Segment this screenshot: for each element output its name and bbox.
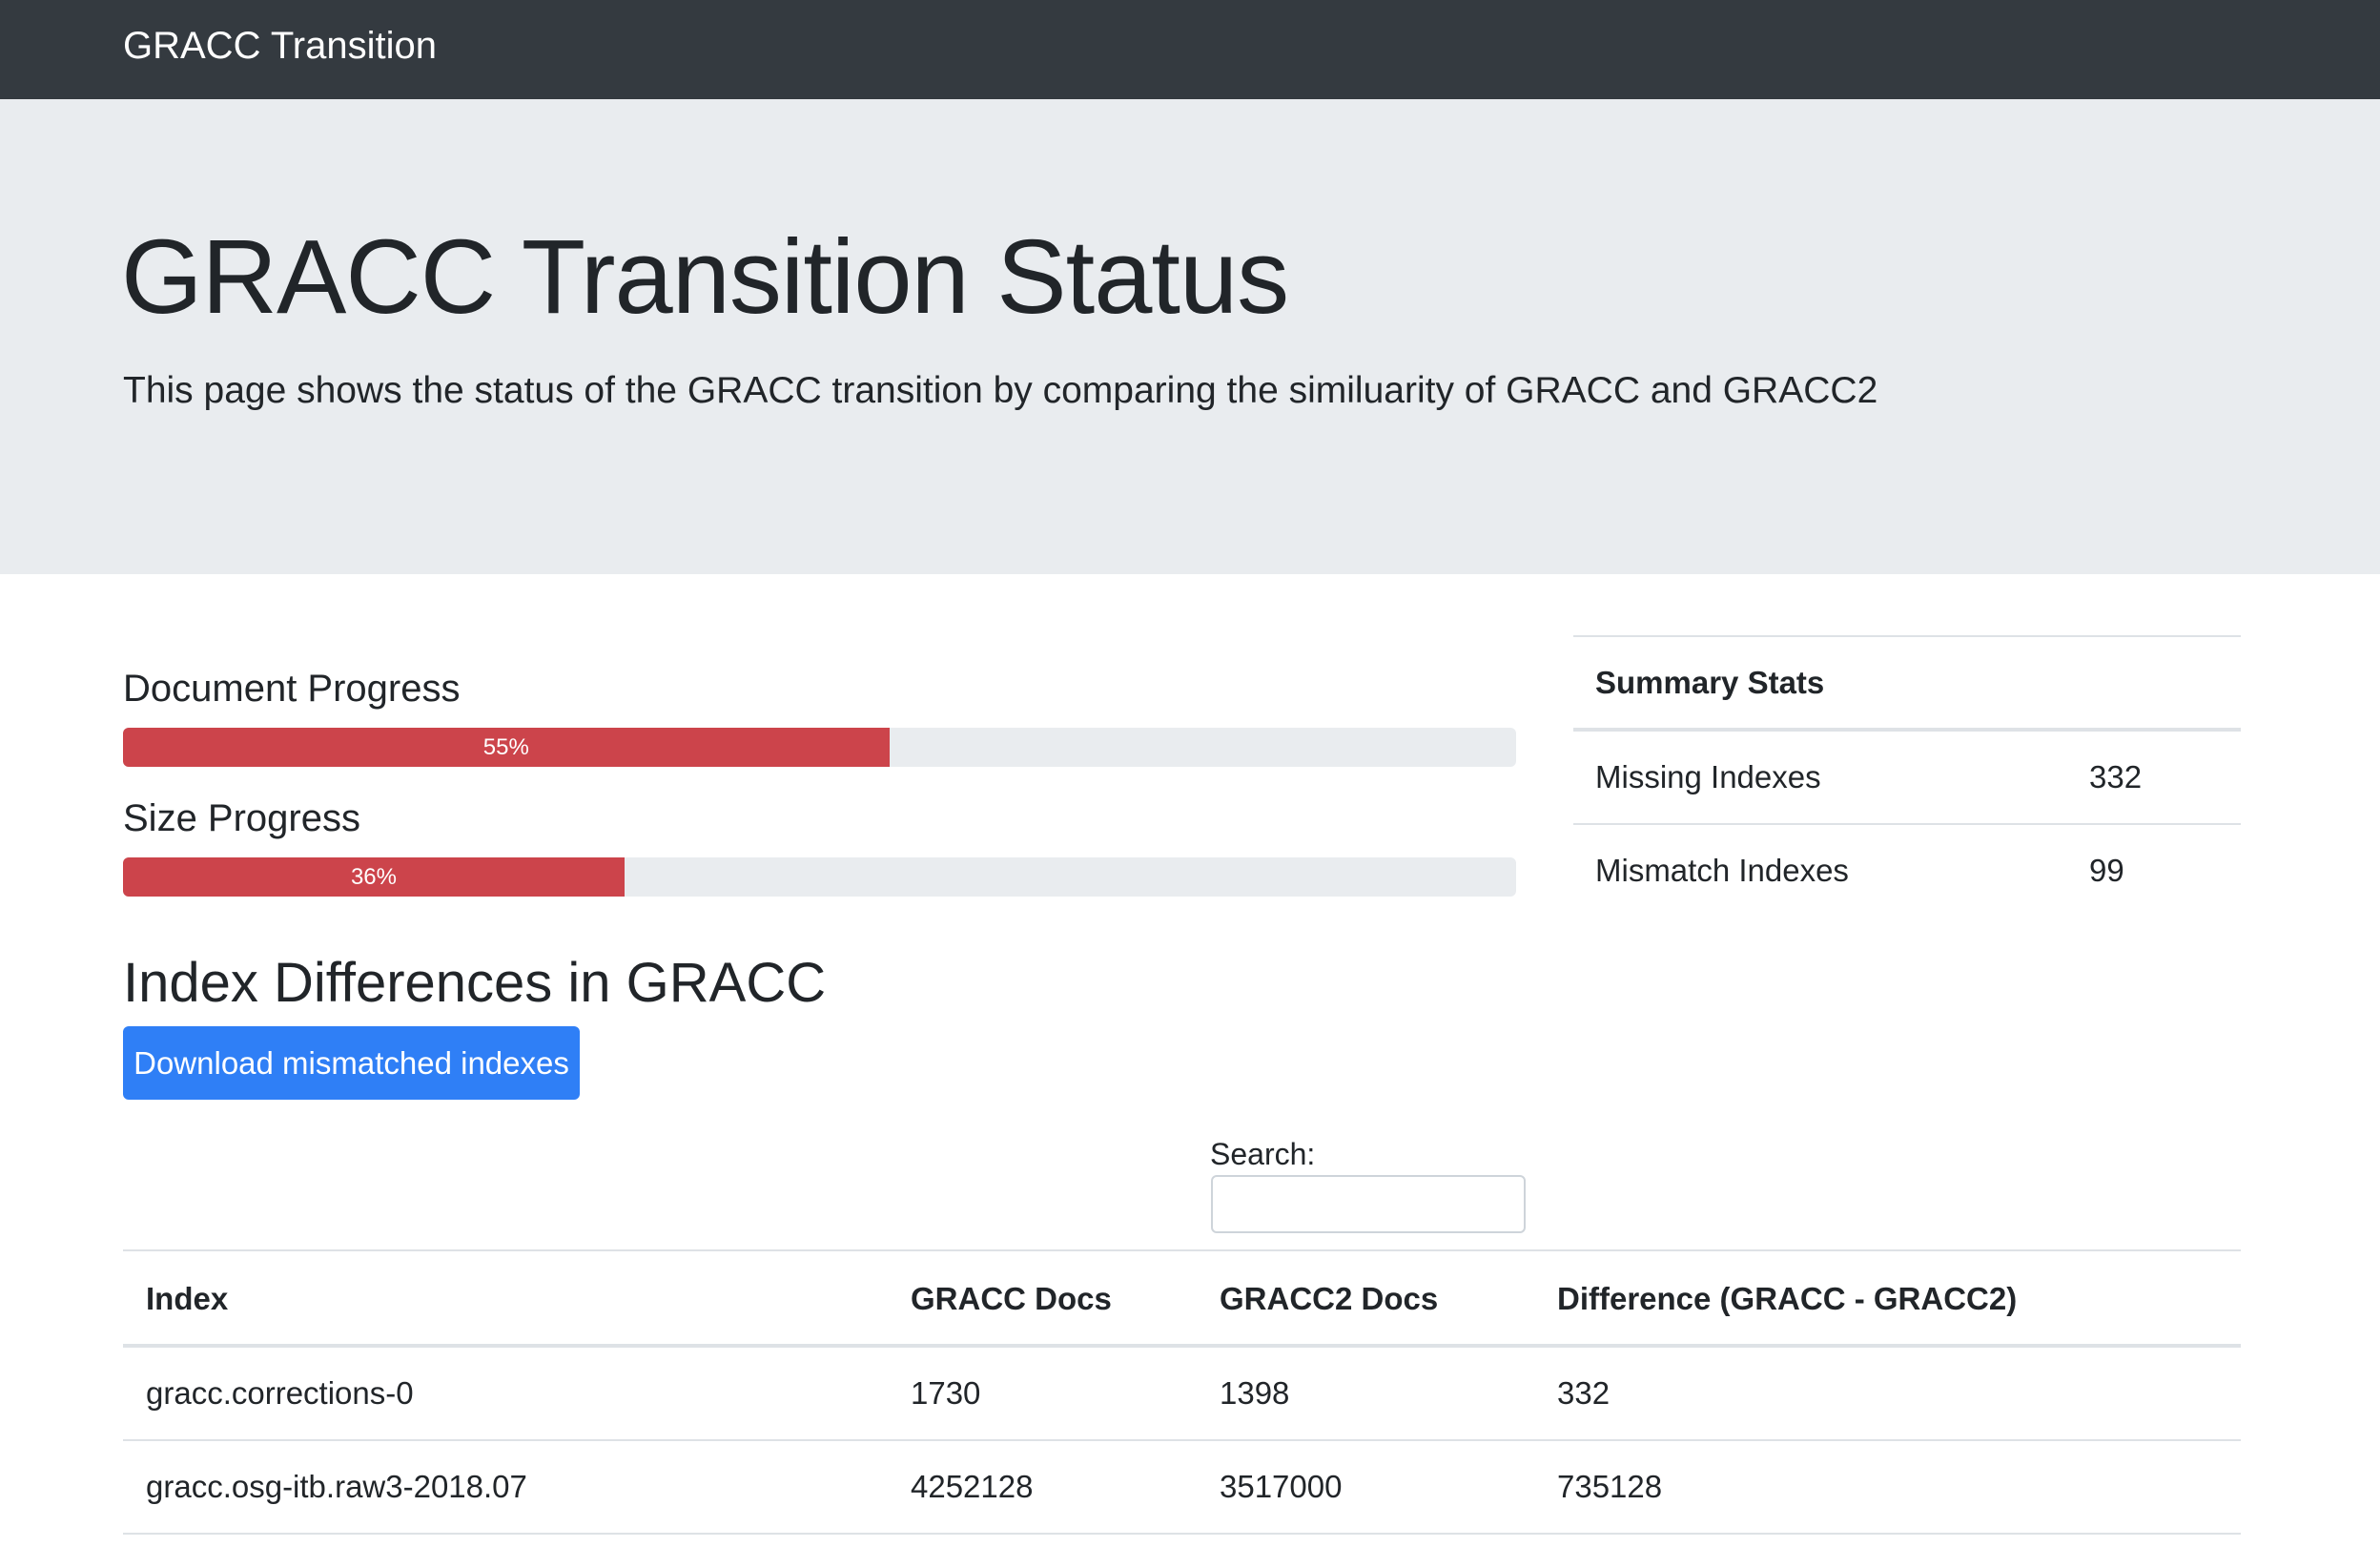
summary-label: Missing Indexes	[1595, 759, 1821, 794]
jumbotron: GRACC Transition Status This page shows …	[0, 99, 2380, 574]
size-progress-fill: 36%	[123, 857, 625, 897]
cell-gracc-docs: 4252128	[911, 1469, 1034, 1504]
cell-gracc2-docs: 1398	[1220, 1375, 1290, 1411]
size-progress-text: 36%	[350, 864, 397, 890]
download-mismatched-button[interactable]: Download mismatched indexes	[123, 1026, 580, 1100]
cell-difference: 735128	[1557, 1469, 1663, 1504]
page-lead: This page shows the status of the GRACC …	[123, 370, 1878, 411]
cell-gracc-docs: 1730	[911, 1375, 981, 1411]
summary-value: 332	[2089, 759, 2143, 794]
table-header: Index GRACC Docs GRACC2 Docs Difference …	[123, 1251, 2241, 1348]
column-header-difference[interactable]: Difference (GRACC - GRACC2)	[1557, 1281, 2018, 1316]
cell-index: gracc.corrections-0	[146, 1375, 414, 1411]
summary-stats-table: Summary Stats Missing Indexes 332 Mismat…	[1573, 635, 2241, 918]
column-header-gracc-docs[interactable]: GRACC Docs	[911, 1281, 1112, 1316]
summary-header-label: Summary Stats	[1595, 665, 1825, 700]
summary-label: Mismatch Indexes	[1595, 853, 1849, 888]
cell-gracc2-docs: 3517000	[1220, 1469, 1343, 1504]
column-header-index[interactable]: Index	[146, 1281, 229, 1316]
summary-value: 99	[2089, 853, 2124, 888]
size-progress-bar: 36%	[123, 857, 1516, 897]
search-input[interactable]	[1211, 1175, 1526, 1233]
page-title: GRACC Transition Status	[121, 218, 1289, 336]
summary-row-mismatch: Mismatch Indexes 99	[1573, 825, 2241, 918]
document-progress-fill: 55%	[123, 728, 890, 767]
search-label: Search:	[1210, 1137, 1316, 1171]
table-row: gracc.osg-itb.raw3-2018.07 4252128 35170…	[123, 1441, 2241, 1535]
table-row: gracc.corrections-0 1730 1398 332	[123, 1348, 2241, 1441]
summary-header: Summary Stats	[1573, 637, 2241, 732]
navbar-brand[interactable]: GRACC Transition	[123, 25, 437, 67]
index-differences-table: Index GRACC Docs GRACC2 Docs Difference …	[123, 1249, 2241, 1535]
navbar: GRACC Transition	[0, 0, 2380, 99]
document-progress-text: 55%	[482, 734, 529, 760]
summary-row-missing: Missing Indexes 332	[1573, 732, 2241, 825]
document-progress-label: Document Progress	[123, 668, 461, 710]
cell-difference: 332	[1557, 1375, 1611, 1411]
section-title: Index Differences in GRACC	[123, 952, 827, 1014]
cell-index: gracc.osg-itb.raw3-2018.07	[146, 1469, 527, 1504]
column-header-gracc2-docs[interactable]: GRACC2 Docs	[1220, 1281, 1439, 1316]
size-progress-label: Size Progress	[123, 797, 360, 839]
document-progress-bar: 55%	[123, 728, 1516, 767]
